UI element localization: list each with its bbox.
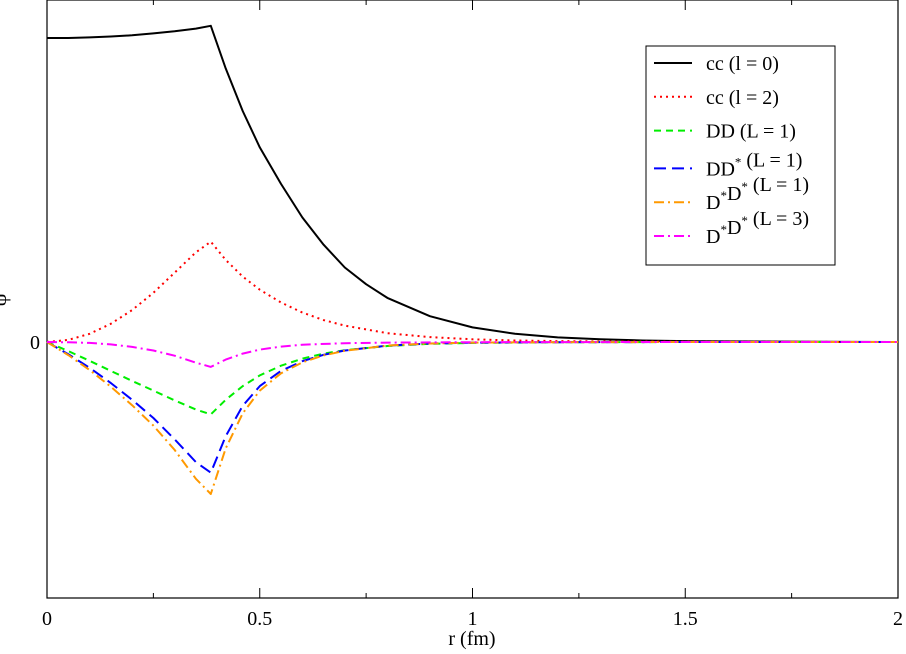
series-line-1 [47, 24, 899, 343]
legend-box [645, 45, 836, 266]
x-tick-label: 0 [42, 608, 52, 630]
series-line-6 [46, 341, 898, 368]
legend-label: cc (l = 0) [706, 53, 779, 75]
x-tick-label: 1.5 [673, 608, 698, 630]
legend-label: DD (L = 1) [706, 121, 796, 143]
legend-label: D*D* (L = 3) [706, 208, 809, 248]
series-layer [46, 24, 899, 495]
x-axis-label: r (fm) [448, 628, 495, 650]
x-tick-label: 2 [893, 608, 903, 630]
y-axis-label: ψ [0, 293, 11, 307]
legend-label: cc (l = 2) [706, 87, 779, 109]
series-line-4 [46, 341, 898, 474]
x-tick-label: 0.5 [247, 608, 272, 630]
axis-ticks: 0 0.5 1 1.5 2 0 [30, 0, 903, 630]
series-line-3 [46, 341, 898, 416]
series-line-5 [46, 341, 898, 495]
legend-label: DD* (L = 1) [706, 149, 802, 180]
legend: cc (l = 0) cc (l = 2) DD (L = 1) DD* (L = 1… [645, 45, 836, 266]
x-tick-label: 1 [468, 608, 478, 630]
legend-label: D*D* (L = 1) [706, 174, 809, 214]
y-tick-label: 0 [30, 332, 40, 354]
